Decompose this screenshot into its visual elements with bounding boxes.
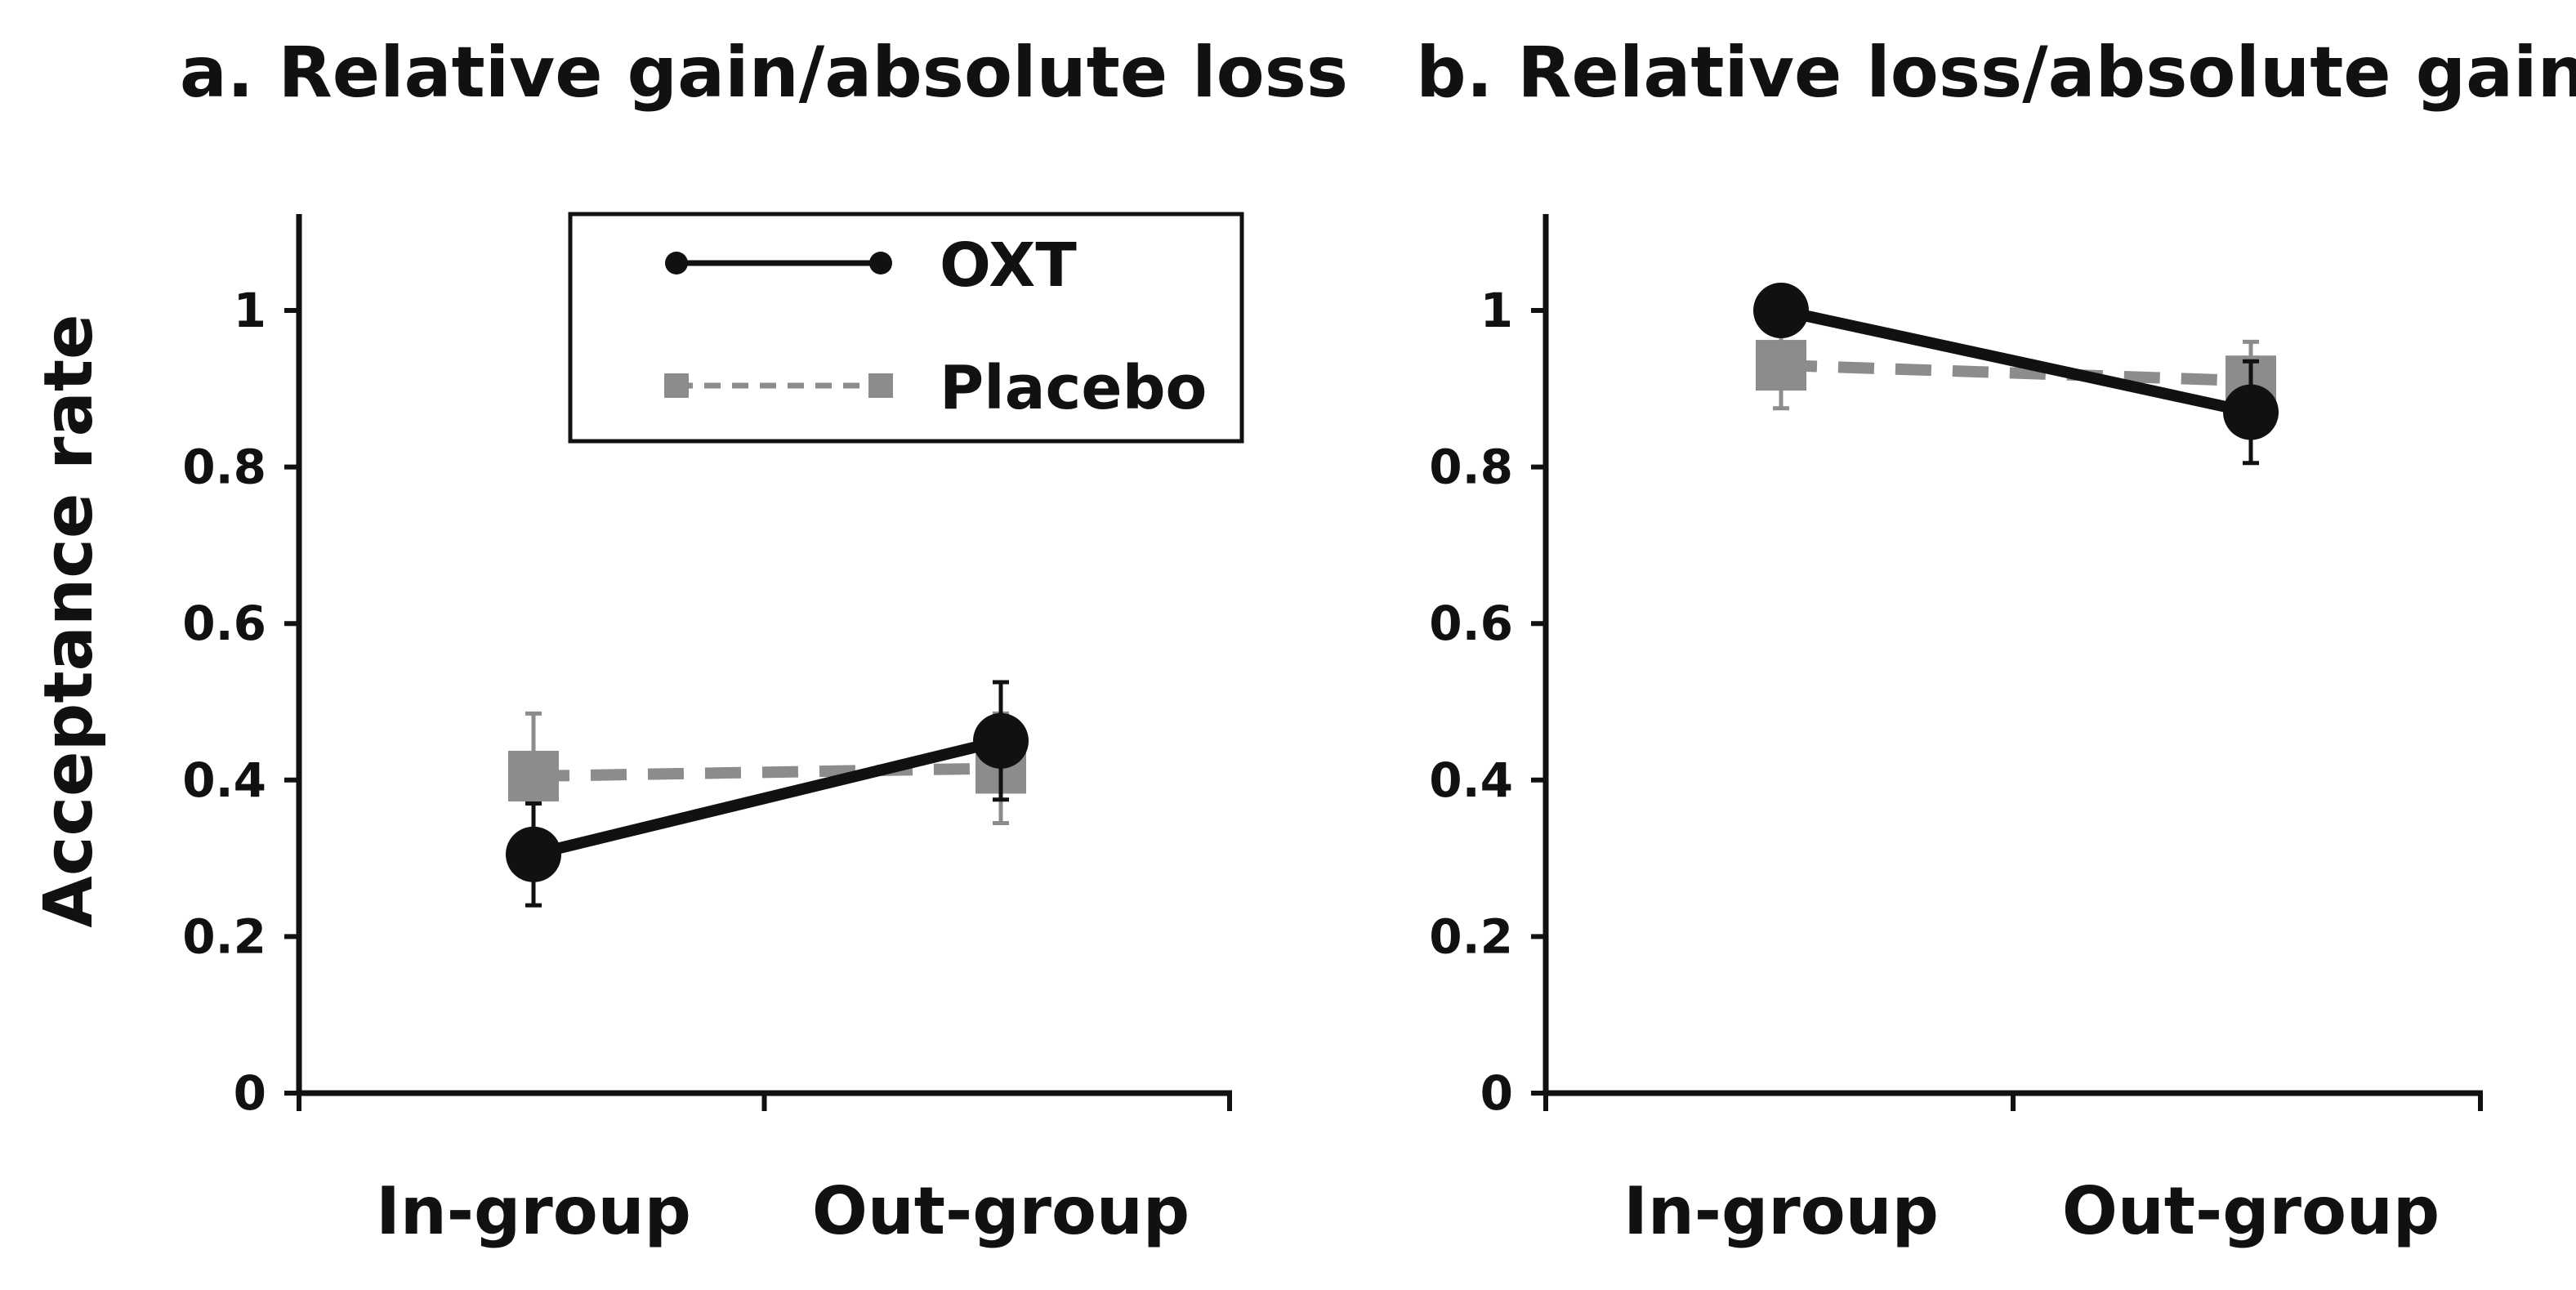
data-point-oxt-b-0: [1753, 283, 1809, 338]
y-tick-label-a-1: 0.2: [182, 908, 266, 964]
data-point-oxt-a-0: [506, 826, 561, 882]
data-point-placebo-a-0: [508, 751, 559, 802]
legend-placebo-marker-right: [868, 373, 893, 398]
data-point-oxt-a-1: [973, 712, 1029, 769]
x-category-label-b-1: Out-group: [2062, 1173, 2440, 1249]
plot-area-b: 0 0.2 0.4 0.6 0.8 1 In-group Out-group: [1429, 214, 2483, 1249]
y-tick-label-a-5: 1: [234, 283, 266, 338]
legend-oxt-marker-right: [869, 252, 892, 275]
chart-panel-b: b. Relative loss/absolute gain 0 0.2 0.4 0.…: [1416, 32, 2576, 1249]
legend-oxt-marker-left: [665, 252, 688, 275]
series-line-placebo-b: [1780, 359, 2252, 387]
chart-title-a: a. Relative gain/absolute loss: [180, 32, 1348, 114]
legend-oxt-label: OXT: [940, 230, 1077, 301]
legend-placebo-marker-left: [664, 373, 689, 398]
series-line-oxt-a: [532, 735, 1002, 860]
y-axis-label: Acceptance rate: [30, 314, 108, 927]
y-tick-label-b-2: 0.4: [1429, 752, 1513, 808]
y-tick-label-a-4: 0.8: [182, 440, 266, 495]
legend-box: [568, 212, 1244, 444]
chart-title-b: b. Relative loss/absolute gain: [1416, 32, 2576, 114]
legend-placebo-label: Placebo: [940, 353, 1207, 423]
y-tick-label-a-0: 0: [234, 1065, 266, 1121]
chart-panel-a: a. Relative gain/absolute loss Acceptanc…: [30, 32, 1348, 1249]
y-tick-label-a-3: 0.6: [182, 596, 266, 651]
data-point-oxt-b-1: [2223, 384, 2279, 440]
legend: OXT Placebo: [568, 212, 1244, 444]
x-category-label-b-0: In-group: [1623, 1173, 1939, 1249]
series-line-placebo-a: [533, 762, 1002, 783]
data-point-placebo-b-0: [1756, 340, 1806, 391]
series-line-oxt-b: [1779, 305, 2252, 418]
x-category-label-a-1: Out-group: [812, 1173, 1190, 1249]
plot-area-a: 0 0.2 0.4 0.6 0.8 1 In-group Out-group: [182, 214, 1232, 1249]
y-tick-label-b-3: 0.6: [1429, 596, 1513, 651]
y-tick-label-a-2: 0.4: [182, 752, 266, 808]
y-tick-label-b-5: 1: [1480, 283, 1513, 338]
y-tick-label-b-1: 0.2: [1429, 908, 1513, 964]
y-tick-label-b-0: 0: [1480, 1065, 1513, 1121]
x-category-label-a-0: In-group: [376, 1173, 691, 1249]
y-tick-label-b-4: 0.8: [1429, 440, 1513, 495]
